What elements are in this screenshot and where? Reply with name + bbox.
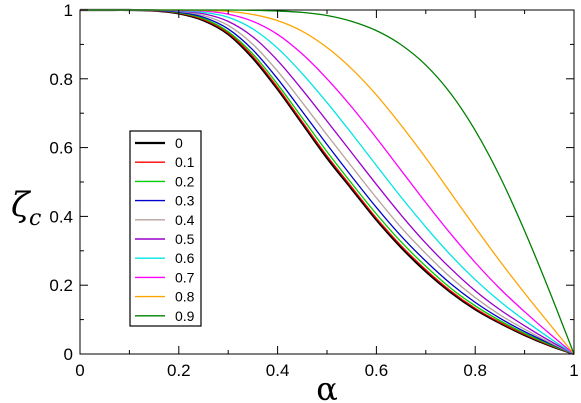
series-layer — [79, 8, 575, 356]
x-tick-label: 0.8 — [463, 361, 487, 380]
legend-label: 0.7 — [175, 269, 195, 285]
x-tick-label: 0.2 — [167, 361, 191, 380]
y-axis-label-subscript: c — [29, 206, 41, 231]
y-tick-label: 0 — [64, 345, 73, 364]
legend-label: 0.5 — [175, 231, 195, 247]
x-axis-label: α — [316, 370, 338, 403]
y-axis: 0 0.2 0.4 0.6 0.8 1 — [49, 1, 574, 364]
x-tick-label: 1 — [569, 361, 578, 380]
legend-label: 0.1 — [175, 154, 195, 170]
y-tick-label: 1 — [64, 1, 73, 20]
legend-label: 0 — [175, 135, 183, 151]
legend-box — [129, 130, 202, 327]
x-tick-label: 0 — [75, 361, 84, 380]
y-tick-label: 0.2 — [49, 276, 73, 295]
series-line-0-9 — [79, 9, 575, 355]
x-tick-label: 0.6 — [365, 361, 389, 380]
y-tick-label: 0.8 — [49, 70, 73, 89]
y-tick-label: 0.6 — [49, 139, 73, 158]
legend-label: 0.9 — [175, 308, 195, 324]
legend-label: 0.6 — [175, 250, 195, 266]
legend-label: 0.4 — [175, 212, 195, 228]
legend: 0 0.1 0.2 0.3 0.4 0.5 0.6 0.7 0.8 0.9 — [129, 130, 202, 327]
legend-label: 0.3 — [175, 193, 195, 209]
x-tick-label: 0.4 — [266, 361, 290, 380]
y-axis-label: ζ c — [11, 185, 41, 231]
legend-label: 0.2 — [175, 173, 195, 189]
legend-label: 0.8 — [175, 289, 195, 305]
x-axis: 0 0.2 0.4 0.6 0.8 1 — [75, 10, 579, 380]
y-axis-label-main: ζ — [11, 185, 32, 225]
y-tick-label: 0.4 — [49, 207, 73, 226]
